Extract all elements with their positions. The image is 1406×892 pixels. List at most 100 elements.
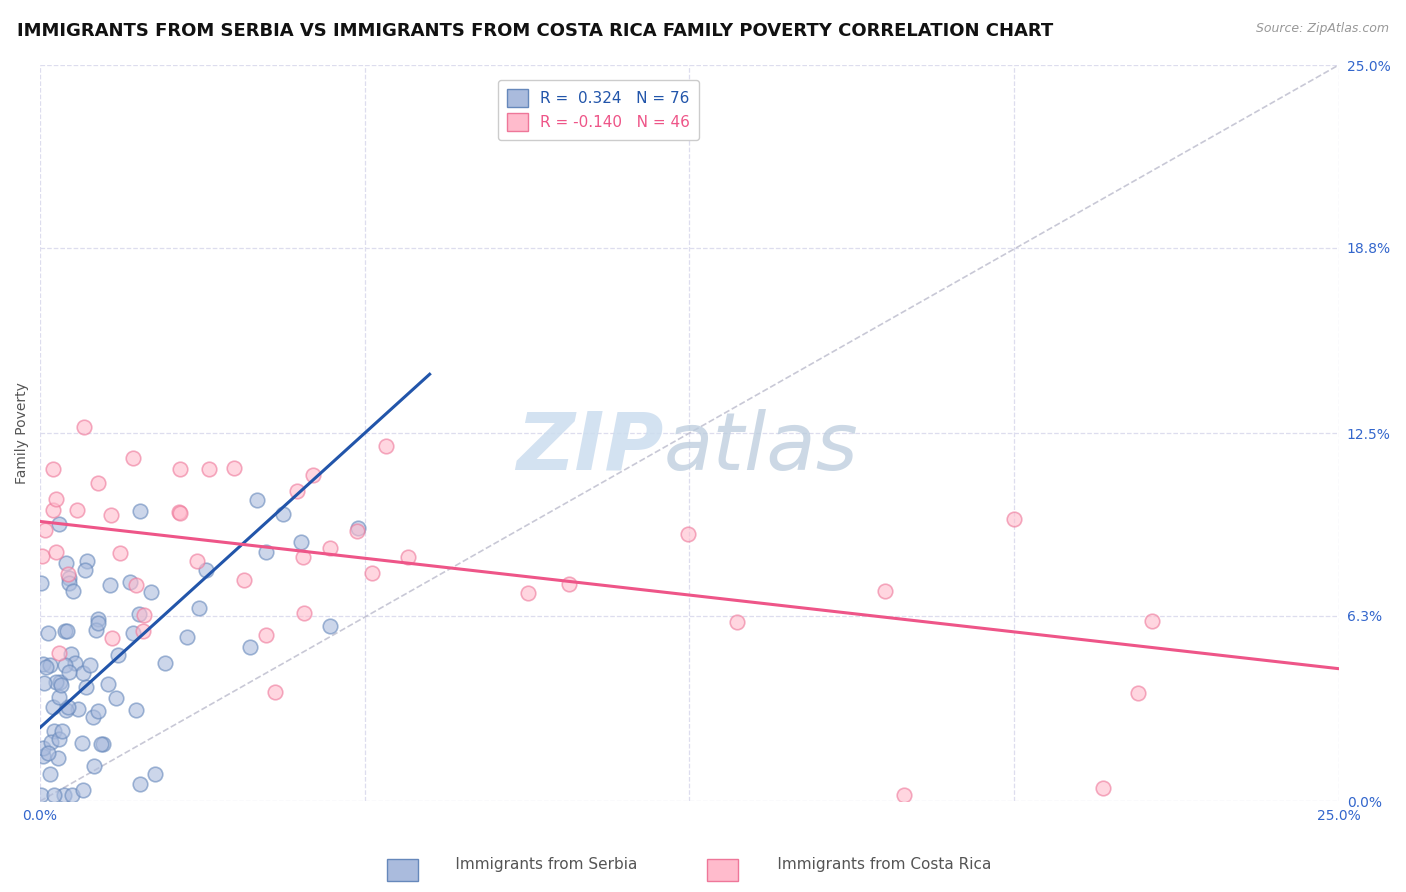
Point	[302, 467, 325, 482]
Point	[83, 758, 105, 772]
Point	[32, 749, 55, 764]
Point	[30, 576, 52, 591]
Point	[46, 751, 69, 765]
Point	[87, 615, 110, 630]
Point	[232, 573, 254, 587]
Point	[45, 675, 67, 690]
Point	[34, 676, 56, 690]
Point	[66, 503, 89, 517]
Point	[1002, 511, 1025, 525]
Point	[51, 724, 73, 739]
Point	[56, 699, 79, 714]
Point	[91, 737, 114, 751]
Point	[82, 710, 104, 724]
Point	[53, 657, 76, 672]
Point	[678, 527, 700, 541]
Legend: R =  0.324   N = 76, R = -0.140   N = 46: R = 0.324 N = 76, R = -0.140 N = 46	[498, 80, 699, 140]
Point	[42, 503, 65, 517]
Point	[107, 648, 129, 662]
Point	[169, 506, 191, 520]
Point	[55, 556, 77, 570]
Point	[195, 563, 218, 577]
Point	[32, 741, 55, 756]
Point	[131, 624, 153, 638]
Point	[42, 699, 65, 714]
Point	[48, 690, 70, 705]
Y-axis label: Family Poverty: Family Poverty	[15, 382, 30, 484]
Point	[263, 685, 285, 699]
Point	[100, 508, 122, 522]
Point	[62, 583, 84, 598]
Point	[49, 678, 72, 692]
Point	[42, 461, 65, 475]
Point	[319, 618, 342, 632]
Point	[1142, 614, 1164, 628]
Point	[32, 657, 55, 672]
Point	[125, 578, 148, 592]
Point	[893, 789, 915, 803]
Point	[87, 475, 110, 490]
Point	[87, 704, 110, 718]
Point	[76, 554, 98, 568]
Point	[56, 624, 79, 639]
Point	[104, 690, 127, 705]
Point	[98, 577, 121, 591]
Point	[35, 660, 58, 674]
Point	[129, 776, 152, 790]
Point	[118, 574, 141, 589]
Point	[58, 567, 80, 582]
Point	[246, 493, 269, 508]
Point	[291, 549, 314, 564]
Point	[141, 585, 163, 599]
Point	[128, 504, 150, 518]
Point	[37, 746, 59, 760]
Point	[87, 612, 110, 626]
Point	[44, 723, 66, 738]
Point	[48, 516, 70, 531]
Point	[375, 438, 398, 452]
Point	[79, 658, 101, 673]
Point	[254, 545, 277, 559]
Point	[132, 607, 155, 622]
Point	[67, 702, 90, 716]
Point	[37, 626, 59, 640]
Point	[725, 615, 748, 630]
Point	[58, 665, 80, 679]
Point	[517, 586, 540, 600]
Point	[186, 554, 208, 568]
Text: IMMIGRANTS FROM SERBIA VS IMMIGRANTS FROM COSTA RICA FAMILY POVERTY CORRELATION : IMMIGRANTS FROM SERBIA VS IMMIGRANTS FRO…	[17, 22, 1053, 40]
Point	[1091, 781, 1114, 796]
Point	[125, 703, 148, 717]
Point	[59, 648, 82, 662]
Point	[48, 646, 70, 660]
Point	[72, 666, 94, 681]
Point	[100, 632, 122, 646]
Point	[285, 483, 308, 498]
Point	[53, 624, 76, 639]
Point	[72, 783, 94, 797]
Point	[254, 628, 277, 642]
Point	[38, 767, 60, 781]
Text: Immigrants from Costa Rica: Immigrants from Costa Rica	[752, 857, 991, 872]
Point	[319, 541, 342, 555]
Point	[169, 505, 191, 519]
Point	[169, 461, 191, 475]
Point	[558, 577, 581, 591]
Point	[45, 492, 67, 507]
Point	[65, 657, 87, 671]
Point	[34, 524, 56, 538]
Point	[153, 657, 176, 671]
Text: Immigrants from Serbia: Immigrants from Serbia	[432, 857, 637, 872]
Point	[396, 549, 419, 564]
Point	[42, 789, 65, 803]
Point	[30, 789, 52, 803]
Point	[58, 571, 80, 585]
Point	[361, 566, 384, 580]
Point	[224, 460, 246, 475]
Point	[290, 534, 312, 549]
Point	[55, 703, 77, 717]
Point	[75, 680, 97, 694]
Point	[73, 419, 96, 434]
Point	[70, 736, 93, 750]
Point	[239, 640, 262, 654]
